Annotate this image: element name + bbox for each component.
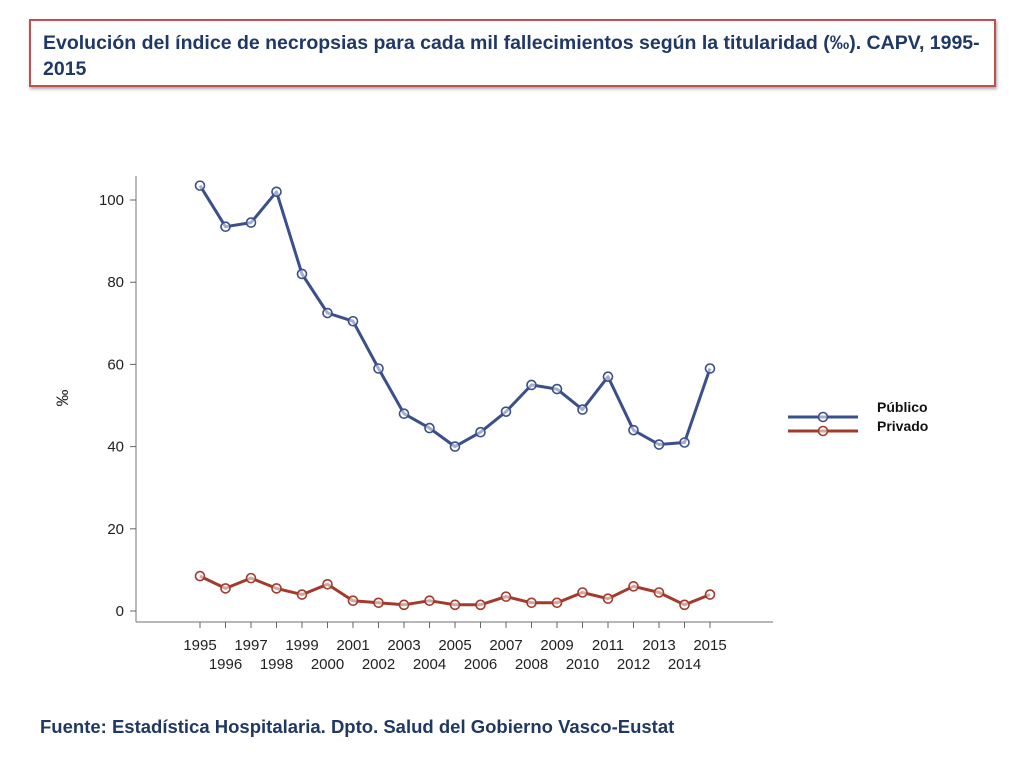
x-tick-label: 2006: [464, 656, 497, 673]
data-point: [475, 599, 486, 611]
x-tick-label: 2015: [693, 637, 726, 654]
x-tick-label: 2013: [642, 637, 675, 654]
data-point: [271, 186, 282, 198]
data-point: [271, 583, 282, 594]
data-point: [194, 180, 206, 191]
x-tick-label: 2001: [336, 637, 369, 654]
x-tick-label: 2000: [311, 656, 344, 673]
data-point: [526, 379, 537, 391]
data-point: [449, 441, 461, 452]
legend-marker: [817, 425, 829, 437]
data-point: [373, 363, 384, 374]
x-tick-label: 2002: [362, 656, 395, 673]
legend-label-privado: Privado: [877, 418, 928, 434]
data-point: [526, 597, 537, 609]
data-point: [322, 578, 333, 590]
y-tick-label: 0: [116, 603, 124, 620]
data-point: [602, 593, 614, 604]
x-tick-label: 1998: [260, 656, 293, 673]
x-tick-label: 2005: [438, 637, 471, 654]
title-box: Evolución del índice de necropsias para …: [29, 19, 996, 87]
data-point: [551, 597, 563, 609]
y-tick-label: 80: [107, 274, 124, 291]
x-tick-label: 2011: [592, 637, 624, 654]
data-point: [220, 583, 231, 594]
legend-label-publico: Público: [877, 399, 928, 415]
y-tick-label: 40: [107, 439, 124, 456]
data-point: [424, 595, 435, 607]
data-point: [296, 268, 308, 280]
page-title: Evolución del índice de necropsias para …: [43, 32, 980, 80]
x-tick-label: 2008: [515, 656, 548, 673]
data-point: [500, 591, 512, 602]
data-point: [220, 221, 231, 233]
legend-marker: [817, 411, 829, 423]
x-tick-label: 2007: [489, 637, 522, 654]
data-point: [424, 422, 435, 434]
x-tick-label: 1996: [209, 656, 242, 673]
data-point: [245, 572, 257, 584]
data-point: [577, 404, 588, 415]
data-point: [628, 424, 639, 436]
data-point: [398, 599, 410, 611]
y-tick-label: 60: [107, 356, 124, 373]
data-point: [653, 587, 665, 598]
x-tick-label: 1997: [234, 637, 267, 654]
data-point: [449, 599, 461, 611]
data-point: [551, 383, 563, 395]
data-point: [296, 589, 308, 600]
series-line-publico: [198, 184, 712, 449]
source-note: Fuente: Estadística Hospitalaria. Dpto. …: [40, 716, 675, 737]
x-tick-label: 2003: [387, 637, 420, 654]
x-tick-label: 1995: [183, 637, 216, 654]
data-point: [679, 599, 690, 611]
x-tick-label: 2012: [617, 656, 650, 673]
data-point: [322, 307, 333, 319]
data-point: [602, 371, 614, 383]
data-point: [653, 439, 665, 450]
data-point: [704, 589, 716, 600]
y-tick-label: 100: [99, 192, 124, 209]
data-point: [398, 408, 410, 420]
y-tick-label: 20: [107, 521, 124, 538]
y-axis-title: ‰: [53, 390, 72, 407]
data-point: [577, 587, 588, 598]
x-tick-label: 2004: [413, 656, 446, 673]
data-point: [628, 581, 639, 592]
x-tick-label: 2010: [566, 656, 599, 673]
data-point: [347, 595, 359, 607]
x-tick-label: 2014: [668, 656, 701, 673]
data-point: [373, 597, 384, 609]
data-point: [347, 315, 359, 327]
data-point: [679, 437, 690, 448]
x-tick-label: 2009: [540, 637, 573, 654]
data-point: [194, 570, 206, 582]
x-tick-label: 1999: [285, 637, 318, 654]
data-point: [704, 363, 716, 374]
data-point: [475, 426, 486, 438]
data-point: [245, 217, 257, 228]
data-point: [500, 406, 512, 417]
